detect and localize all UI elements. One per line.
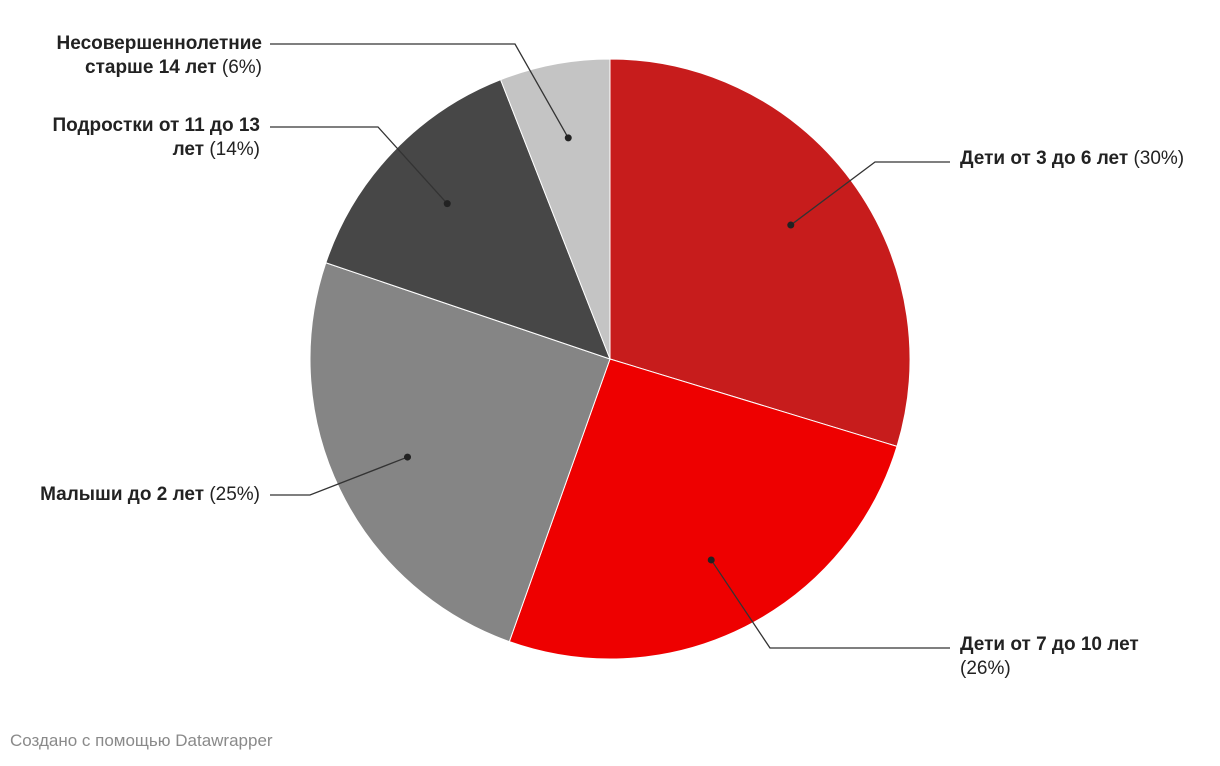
category-name: Подростки от 11 до 13 лет	[52, 115, 260, 160]
pie-slice	[325, 79, 611, 360]
slice-label: Дети от 3 до 6 лет (30%)	[960, 147, 1190, 171]
value-label: (25%)	[209, 484, 260, 505]
value-label: (26%)	[960, 658, 1011, 679]
leader-line	[270, 456, 408, 496]
leader-dot	[707, 556, 715, 564]
slice-label: Подростки от 11 до 13 лет (14%)	[20, 114, 260, 162]
category-name: Несовершеннолетние старше 14 лет	[56, 33, 262, 78]
leader-dot	[787, 221, 795, 229]
pie-slice	[499, 58, 611, 360]
slice-label: Несовершеннолетние старше 14 лет (6%)	[0, 32, 262, 80]
category-name: Дети от 7 до 10 лет	[960, 634, 1139, 655]
leader-line	[710, 559, 950, 649]
leader-line	[270, 43, 569, 139]
leader-dot	[564, 134, 572, 142]
slice-label: Дети от 7 до 10 лет (26%)	[960, 633, 1190, 681]
leader-line	[270, 126, 448, 205]
leader-dot	[403, 453, 411, 461]
footer: Создано с помощью Datawrapper	[10, 731, 273, 750]
leader-line	[790, 161, 950, 226]
value-label: (6%)	[221, 57, 262, 78]
leader-dot	[443, 200, 451, 208]
value-label: (14%)	[209, 139, 260, 160]
pie-slice	[508, 358, 898, 660]
category-name: Дети от 3 до 6 лет	[960, 148, 1129, 169]
pie-slice	[309, 262, 611, 643]
category-name: Малыши до 2 лет	[40, 484, 205, 505]
value-label: (30%)	[1133, 148, 1185, 169]
slice-label: Малыши до 2 лет (25%)	[30, 483, 260, 507]
